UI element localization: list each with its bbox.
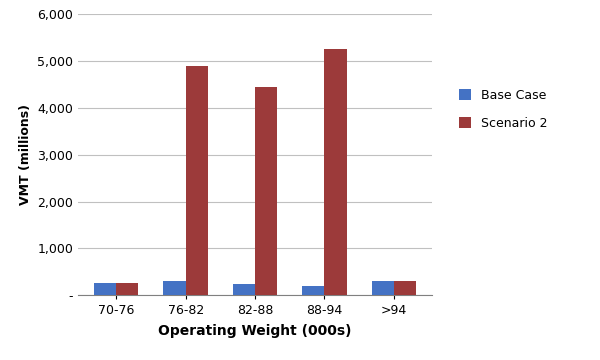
Legend: Base Case, Scenario 2: Base Case, Scenario 2 (452, 82, 554, 136)
Bar (325, 49, 347, 295)
Bar (163, 281, 185, 295)
Bar (116, 283, 139, 295)
Bar (94, 283, 116, 295)
Bar (185, 66, 208, 295)
Bar (371, 281, 394, 295)
Bar (394, 282, 416, 295)
Bar (233, 284, 255, 295)
Bar (255, 87, 277, 295)
Bar (302, 286, 325, 295)
Y-axis label: VMT (millions): VMT (millions) (19, 104, 32, 205)
X-axis label: Operating Weight (000s): Operating Weight (000s) (158, 324, 352, 338)
